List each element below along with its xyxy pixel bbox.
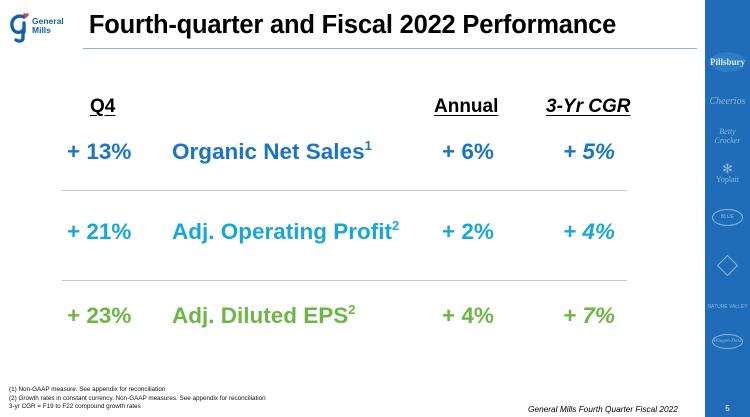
cheerios-logo: Cheerios (709, 96, 746, 107)
header-3yr-cgr: 3-Yr CGR (546, 96, 631, 117)
brand-side-band: Pillsbury Cheerios Betty Crocker ✻ Yoplait… (705, 0, 750, 417)
metric-row-organic-net-sales: + 13% Organic Net Sales1 + 6% + 5% (0, 138, 705, 173)
logo-word-mills: Mills (32, 25, 51, 35)
row1-metric-label: Organic Net Sales (172, 139, 365, 164)
row-divider-2 (62, 280, 627, 281)
header-q4: Q4 (90, 96, 116, 117)
row1-footnote-marker: 1 (364, 138, 372, 153)
row2-metric: Adj. Operating Profit2 (172, 218, 400, 245)
blue-buffalo-logo: BLUE (712, 209, 743, 226)
row3-metric: Adj. Diluted EPS2 (172, 302, 356, 329)
page-number: 5 (725, 404, 730, 413)
row3-annual-value: + 4% (442, 303, 494, 328)
row3-metric-label: Adj. Diluted EPS (172, 303, 349, 328)
row3-q4-value: + 23% (67, 303, 132, 328)
row3-cgr-value: + 7% (563, 303, 615, 328)
general-mills-logo: General Mills (9, 11, 71, 45)
slide-title: Fourth-quarter and Fiscal 2022 Performan… (88, 11, 617, 39)
old-el-paso-logo (716, 254, 739, 277)
row1-cgr-value: + 5% (563, 139, 615, 164)
row-divider-1 (62, 190, 627, 191)
row2-cgr-value: + 4% (563, 219, 615, 244)
row2-metric-label: Adj. Operating Profit (172, 219, 393, 244)
row3-footnote-marker: 2 (348, 302, 356, 317)
footnote-3: 3-yr CGR = F19 to F22 compound growth ra… (9, 403, 141, 411)
yoplait-logo: ✻ Yoplait (705, 161, 750, 184)
footnotes: (1) Non-GAAP measure. See appendix for r… (9, 386, 266, 412)
footnote-2: (2) Growth rates in constant currency. N… (9, 394, 266, 402)
metric-row-adj-operating-profit: + 21% Adj. Operating Profit2 + 2% + 4% (0, 218, 705, 253)
slide-footer: General Mills Fourth Quarter Fiscal 2022 (528, 404, 678, 414)
title-divider (83, 48, 697, 49)
pillsbury-logo: Pillsbury (710, 52, 745, 72)
row2-footnote-marker: 2 (392, 218, 400, 233)
header-annual: Annual (434, 96, 499, 117)
general-mills-g-icon (10, 13, 29, 43)
betty-crocker-logo: Betty Crocker (714, 127, 741, 145)
nature-valley-logo: NATURE VALLEY (707, 304, 748, 310)
row1-q4-value: + 13% (67, 139, 132, 164)
row1-annual-value: + 6% (442, 139, 494, 164)
logo-wordmark: General Mills (32, 17, 64, 35)
footnote-1: (1) Non-GAAP measure. See appendix for r… (9, 386, 166, 393)
logo-word-general: General (32, 16, 64, 26)
haagen-dazs-logo: Häagen-Dazs (712, 334, 743, 349)
row2-annual-value: + 2% (442, 219, 494, 244)
metric-row-adj-diluted-eps: + 23% Adj. Diluted EPS2 + 4% + 7% (0, 302, 705, 337)
row1-metric: Organic Net Sales1 (172, 138, 372, 165)
row2-q4-value: + 21% (67, 219, 132, 244)
yoplait-flower-icon: ✻ (722, 161, 733, 176)
